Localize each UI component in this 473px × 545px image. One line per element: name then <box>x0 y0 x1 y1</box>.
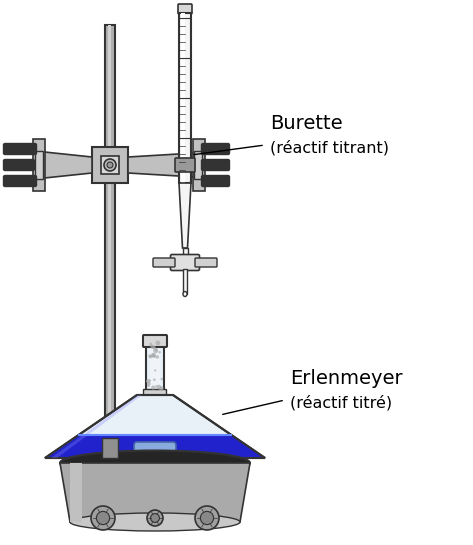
Circle shape <box>157 385 161 390</box>
FancyBboxPatch shape <box>201 175 229 186</box>
Text: (réactif titrant): (réactif titrant) <box>270 140 389 155</box>
FancyBboxPatch shape <box>201 143 229 154</box>
FancyBboxPatch shape <box>70 463 82 522</box>
Circle shape <box>154 370 156 372</box>
Circle shape <box>149 379 151 382</box>
FancyBboxPatch shape <box>178 4 192 14</box>
Circle shape <box>150 513 159 523</box>
Circle shape <box>152 346 156 349</box>
FancyBboxPatch shape <box>143 335 167 347</box>
Circle shape <box>156 341 160 346</box>
FancyBboxPatch shape <box>170 255 200 270</box>
Circle shape <box>151 353 156 358</box>
Polygon shape <box>179 183 191 248</box>
FancyBboxPatch shape <box>183 248 187 266</box>
Circle shape <box>149 354 151 358</box>
Text: (réactif titré): (réactif titré) <box>290 395 392 410</box>
FancyBboxPatch shape <box>195 258 217 267</box>
Text: Burette: Burette <box>270 114 342 133</box>
FancyBboxPatch shape <box>35 151 43 179</box>
FancyBboxPatch shape <box>153 258 175 267</box>
FancyBboxPatch shape <box>150 340 160 395</box>
Polygon shape <box>128 153 195 177</box>
Circle shape <box>158 351 161 354</box>
FancyBboxPatch shape <box>193 139 205 191</box>
Circle shape <box>147 384 150 387</box>
FancyBboxPatch shape <box>3 175 36 186</box>
FancyBboxPatch shape <box>183 269 187 294</box>
FancyBboxPatch shape <box>146 340 164 395</box>
Circle shape <box>149 343 152 346</box>
Circle shape <box>159 386 164 391</box>
FancyBboxPatch shape <box>179 13 191 183</box>
Circle shape <box>201 511 214 525</box>
Circle shape <box>96 511 110 525</box>
Circle shape <box>153 378 156 381</box>
Polygon shape <box>45 395 265 458</box>
Circle shape <box>104 159 116 171</box>
Circle shape <box>147 510 163 526</box>
Circle shape <box>195 506 219 530</box>
Circle shape <box>91 506 115 530</box>
Circle shape <box>150 344 154 349</box>
FancyBboxPatch shape <box>181 13 185 183</box>
Circle shape <box>151 385 155 390</box>
Ellipse shape <box>183 292 187 296</box>
Polygon shape <box>35 151 92 179</box>
Circle shape <box>153 348 158 353</box>
Text: Erlenmeyer: Erlenmeyer <box>290 369 403 388</box>
Circle shape <box>155 385 158 387</box>
Circle shape <box>149 355 152 359</box>
FancyBboxPatch shape <box>3 143 36 154</box>
FancyBboxPatch shape <box>92 147 128 183</box>
Circle shape <box>152 354 156 358</box>
Circle shape <box>147 382 151 385</box>
FancyBboxPatch shape <box>3 160 35 171</box>
FancyBboxPatch shape <box>108 25 111 495</box>
Ellipse shape <box>70 513 240 531</box>
Polygon shape <box>60 463 250 522</box>
Polygon shape <box>45 435 265 458</box>
Circle shape <box>107 162 113 168</box>
FancyBboxPatch shape <box>194 151 202 179</box>
Ellipse shape <box>60 451 250 475</box>
FancyBboxPatch shape <box>105 25 115 495</box>
Circle shape <box>151 354 155 358</box>
FancyBboxPatch shape <box>175 158 195 172</box>
Circle shape <box>156 355 159 359</box>
FancyBboxPatch shape <box>201 160 229 171</box>
Circle shape <box>146 379 150 383</box>
FancyBboxPatch shape <box>102 438 118 458</box>
FancyBboxPatch shape <box>33 139 45 191</box>
FancyBboxPatch shape <box>143 390 166 398</box>
Polygon shape <box>51 395 142 458</box>
Circle shape <box>156 349 158 352</box>
FancyBboxPatch shape <box>101 156 119 174</box>
Circle shape <box>160 378 163 380</box>
Circle shape <box>155 348 158 351</box>
FancyBboxPatch shape <box>134 442 176 458</box>
